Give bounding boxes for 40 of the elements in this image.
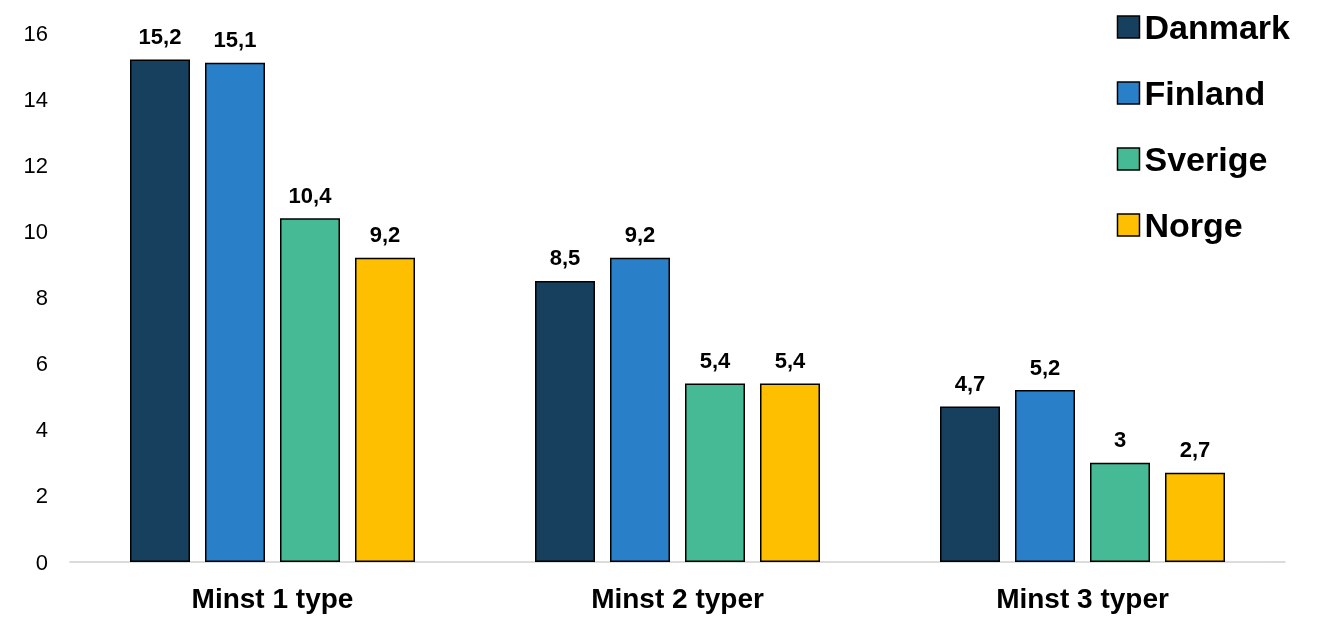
y-tick-label: 8 bbox=[35, 285, 48, 310]
data-label: 8,5 bbox=[549, 245, 581, 271]
bar bbox=[130, 59, 190, 562]
y-tick-label: 4 bbox=[35, 417, 48, 443]
legend-label: Danmark bbox=[1144, 8, 1291, 46]
data-label: 4,7 bbox=[954, 371, 986, 397]
y-tick-label: 12 bbox=[23, 152, 48, 178]
y-tick-label: 6 bbox=[35, 351, 48, 377]
data-label: 5,4 bbox=[774, 347, 807, 373]
bar bbox=[685, 383, 745, 562]
y-tick-label: 16 bbox=[23, 20, 48, 46]
data-label: 15,1 bbox=[213, 27, 257, 53]
data-label: 3 bbox=[1113, 427, 1127, 453]
data-label: 9,2 bbox=[624, 222, 656, 248]
bar bbox=[610, 257, 670, 562]
data-label: 5,2 bbox=[1029, 354, 1061, 380]
data-label: 2,7 bbox=[1179, 437, 1211, 463]
data-label: 15,2 bbox=[138, 23, 182, 49]
bar bbox=[535, 280, 595, 562]
legend-label: Finland bbox=[1144, 74, 1266, 112]
bar bbox=[280, 218, 340, 562]
legend-label: Norge bbox=[1144, 206, 1243, 244]
bar bbox=[205, 62, 265, 562]
data-label: 9,2 bbox=[369, 222, 401, 248]
data-label: 10,4 bbox=[288, 182, 333, 208]
data-label: 5,4 bbox=[699, 347, 732, 373]
bar bbox=[940, 406, 1000, 562]
x-tick-label: Minst 1 type bbox=[191, 582, 354, 614]
y-tick-label: 14 bbox=[23, 86, 48, 112]
y-tick-label: 10 bbox=[23, 218, 48, 244]
y-tick-label: 2 bbox=[35, 483, 48, 509]
y-tick-label: 0 bbox=[35, 549, 48, 575]
bar bbox=[355, 257, 415, 562]
bar bbox=[1015, 390, 1075, 562]
x-tick-label: Minst 2 typer bbox=[591, 582, 764, 614]
bar bbox=[1090, 462, 1150, 562]
x-tick-label: Minst 3 typer bbox=[996, 582, 1169, 614]
bar bbox=[760, 383, 820, 562]
legend-label: Sverige bbox=[1144, 140, 1268, 178]
bar bbox=[1165, 472, 1225, 562]
